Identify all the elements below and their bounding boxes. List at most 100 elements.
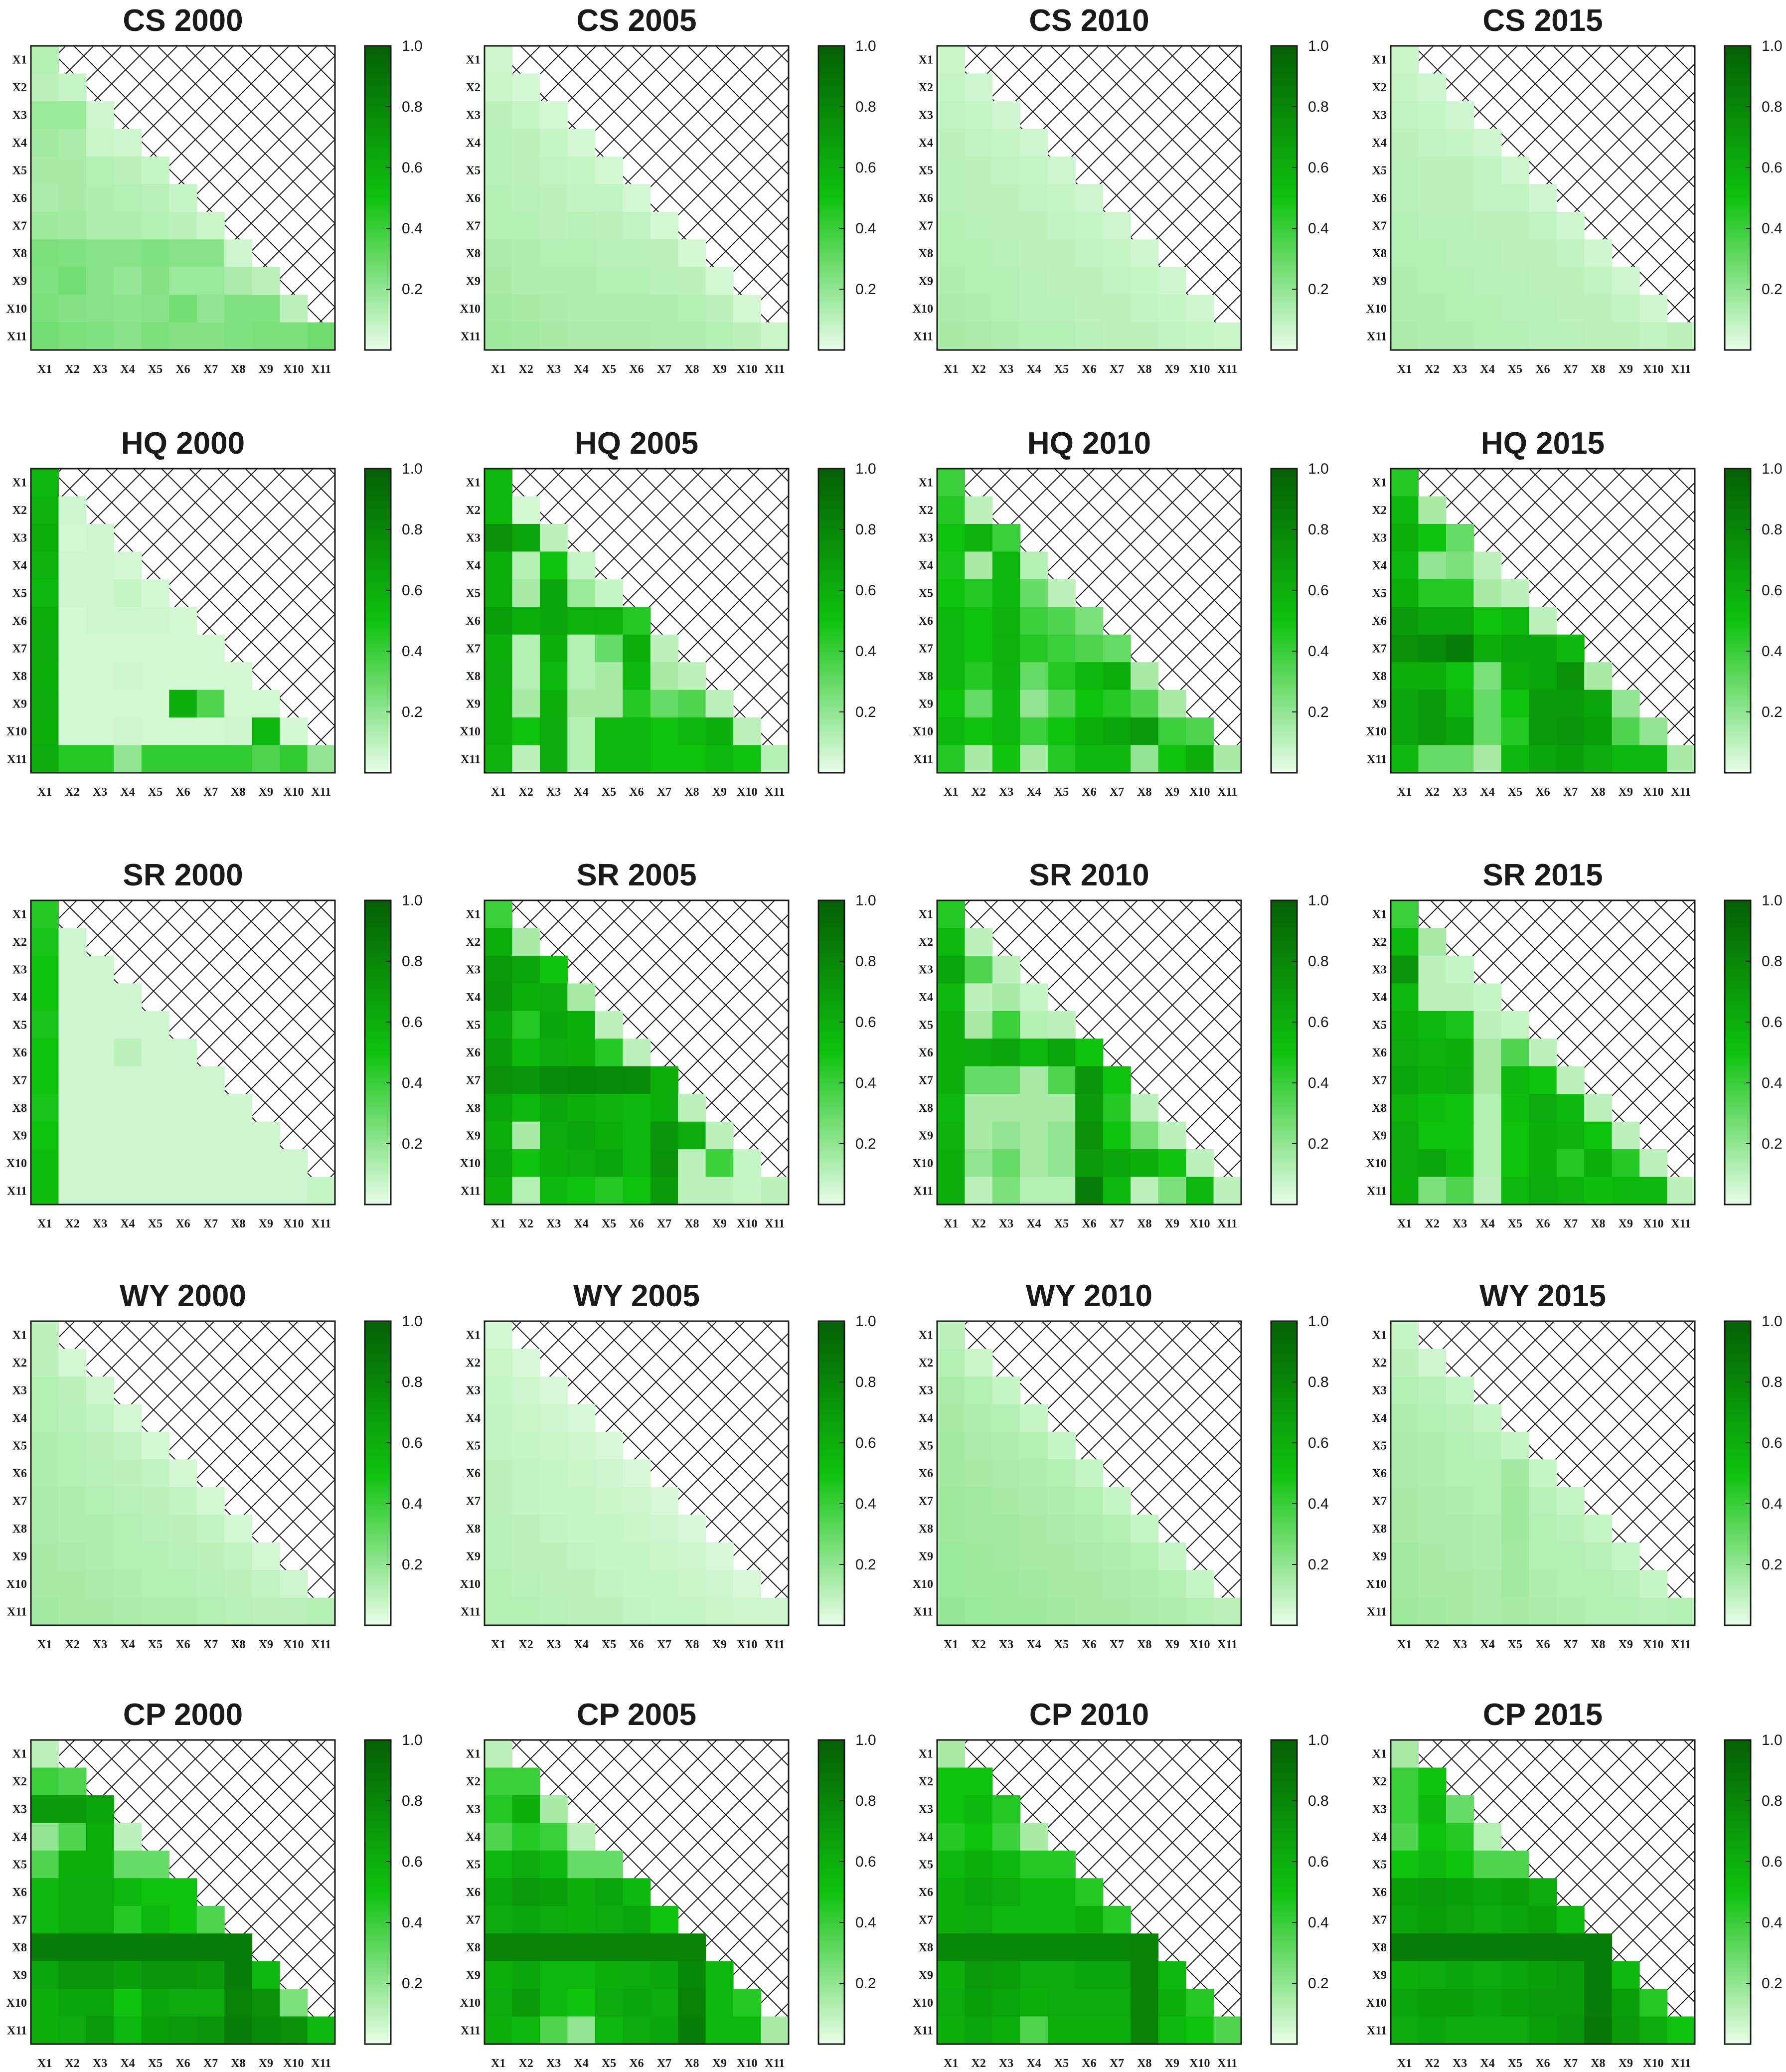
y-tick-label: X8 (466, 1941, 481, 1954)
heatmap-cell (650, 1149, 678, 1178)
heatmap-cell (937, 1905, 966, 1934)
heatmap-cell (595, 1905, 623, 1934)
colorbar-tick-label: 0.2 (402, 281, 423, 298)
x-tick-label: X11 (1671, 786, 1691, 799)
heatmap-cell (937, 1177, 966, 1205)
y-tick-label: X1 (1372, 1748, 1387, 1761)
heatmap-cell (1103, 239, 1131, 268)
x-tick-label: X8 (684, 1638, 699, 1651)
x-tick-label: X6 (629, 2057, 644, 2070)
heatmap-cell (705, 1961, 734, 1989)
heatmap-cell (114, 690, 142, 718)
heatmap-cell (567, 1487, 596, 1515)
colorbar-tick-label: 0.4 (1308, 643, 1329, 660)
heatmap-cell (965, 322, 993, 350)
x-tick-label: X4 (574, 786, 588, 799)
heatmap-cell (1391, 1066, 1419, 1094)
heatmap-cell (1020, 1850, 1048, 1879)
heatmap-cell (567, 156, 596, 184)
heatmap-cell (733, 295, 762, 323)
heatmap-cell (1667, 745, 1695, 773)
heatmap-cell (1131, 1570, 1159, 1598)
x-tick-label: X4 (1026, 2057, 1041, 2070)
x-tick-label: X1 (37, 786, 52, 799)
heatmap-cell (169, 607, 197, 635)
colorbar (364, 45, 392, 351)
y-tick-label: X1 (466, 54, 481, 67)
heatmap-cell (512, 239, 540, 268)
colorbar-tick-label: 1.0 (855, 461, 876, 477)
heatmap-cell (141, 1515, 169, 1543)
heatmap-cell (992, 211, 1020, 240)
heatmap-cell (567, 267, 596, 295)
heatmap-cell (114, 295, 142, 323)
y-tick-label: X11 (461, 2024, 481, 2037)
y-tick-label: X10 (6, 1578, 27, 1591)
x-tick-label: X11 (311, 363, 331, 376)
x-tick-label: X7 (1110, 1217, 1124, 1230)
heatmap-cell (965, 551, 993, 580)
y-tick-label: X1 (919, 54, 933, 67)
heatmap-cell (1584, 1542, 1613, 1570)
heatmap-cell (539, 156, 568, 184)
heatmap-cell (539, 239, 568, 268)
y-tick-label: X8 (1372, 247, 1387, 260)
heatmap-cell (1075, 662, 1104, 691)
colorbar-tick-label: 0.6 (402, 1854, 423, 1870)
heatmap-cell (1047, 1149, 1076, 1178)
panel-title: CP 2015 (1483, 1698, 1603, 1732)
heatmap-cell (169, 1597, 197, 1626)
heatmap-cell (539, 955, 568, 984)
heatmap-cell (31, 1933, 59, 1962)
heatmap-cell (114, 267, 142, 295)
colorbar-tick-label: 0.2 (1762, 1556, 1783, 1573)
plot-frame (1390, 899, 1696, 1206)
x-tick-label: X1 (1397, 2057, 1412, 2070)
heatmap-cell (937, 1795, 966, 1823)
heatmap-cell (705, 295, 734, 323)
y-tick-label: X8 (466, 670, 481, 683)
heatmap-cell (992, 607, 1020, 635)
heatmap-cell (1418, 1431, 1447, 1460)
heatmap-cell (1529, 267, 1557, 295)
heatmap-panel: WY 2000X1X1X2X2X3X3X4X4X5X5X6X6X7X7X8X8X… (6, 1279, 423, 1651)
heatmap-cell (1103, 1487, 1131, 1515)
y-tick-label: X5 (919, 587, 933, 600)
heatmap-cell (650, 1933, 678, 1962)
heatmap-cell (965, 955, 993, 984)
heatmap-cell (1075, 1597, 1104, 1626)
x-tick-label: X8 (1137, 363, 1151, 376)
heatmap-cell (623, 1459, 651, 1488)
y-tick-label: X10 (1366, 1578, 1387, 1591)
heatmap-cell (86, 717, 114, 746)
heatmap-cell (512, 1515, 540, 1543)
heatmap-cell (1639, 717, 1668, 746)
heatmap-cell (1556, 1487, 1585, 1515)
y-tick-label: X3 (466, 964, 481, 977)
heatmap-cell (252, 1542, 280, 1570)
y-tick-label: X9 (919, 697, 933, 710)
x-tick-label: X10 (1189, 2057, 1210, 2070)
y-tick-label: X7 (1372, 1074, 1387, 1087)
heatmap-cell (512, 295, 540, 323)
heatmap-cell (1418, 184, 1447, 212)
heatmap-cell (1391, 469, 1419, 497)
heatmap-cell (280, 1177, 308, 1205)
y-tick-label: X11 (1367, 1605, 1387, 1618)
heatmap-cell (58, 1038, 87, 1067)
heatmap-cell (965, 1850, 993, 1879)
y-tick-label: X3 (466, 532, 481, 545)
heatmap-cell (539, 579, 568, 607)
y-tick-label: X7 (919, 1495, 933, 1508)
heatmap-cell (252, 1121, 280, 1150)
heatmap-cell (1391, 1989, 1419, 2017)
x-tick-label: X7 (657, 363, 671, 376)
x-tick-label: X3 (546, 363, 561, 376)
heatmap-cell (1556, 1121, 1585, 1150)
heatmap-cell (224, 662, 253, 691)
y-tick-label: X8 (12, 1523, 27, 1536)
heatmap-cell (965, 2016, 993, 2045)
x-tick-label: X2 (972, 786, 986, 799)
heatmap-cell (280, 1570, 308, 1598)
heatmap-cell (539, 1376, 568, 1404)
